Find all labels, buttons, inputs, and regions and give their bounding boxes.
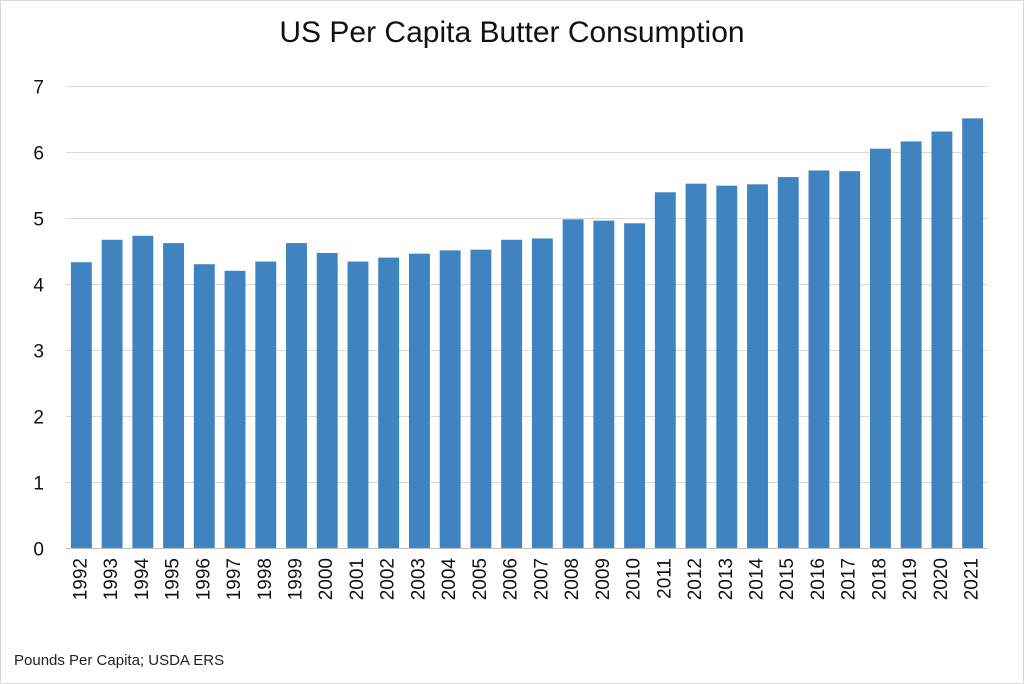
bar-1994 xyxy=(132,235,154,548)
x-tick-label: 2013 xyxy=(716,558,737,600)
x-tick-label: 2004 xyxy=(439,558,460,601)
bar-1997 xyxy=(224,270,246,548)
x-axis-ticks: 1992 1993 1994 1995 1996 1997 1998 1999 2000 2001… xyxy=(70,558,982,601)
bar-2018 xyxy=(869,148,891,548)
x-tick-label: 2011 xyxy=(654,558,675,599)
bar-2019 xyxy=(900,141,922,548)
x-tick-label: 2007 xyxy=(531,558,552,600)
x-tick-label: 1995 xyxy=(163,558,184,600)
x-tick-label: 2003 xyxy=(408,558,429,600)
x-tick-label: 2008 xyxy=(562,558,583,600)
bar-2005 xyxy=(470,249,492,548)
bar-2003 xyxy=(408,253,430,548)
x-tick-label: 2019 xyxy=(900,558,921,600)
x-tick-label: 1996 xyxy=(193,558,214,600)
x-tick-label: 2016 xyxy=(808,558,829,600)
chart-title: US Per Capita Butter Consumption xyxy=(279,16,745,49)
y-tick-label: 3 xyxy=(33,342,44,363)
bar-2002 xyxy=(378,257,400,548)
source-footnote: Pounds Per Capita; USDA ERS xyxy=(14,652,225,669)
x-tick-label: 2002 xyxy=(378,558,399,600)
y-tick-label: 1 xyxy=(33,474,44,495)
y-tick-label: 2 xyxy=(33,408,44,429)
bar-2008 xyxy=(562,219,584,548)
x-tick-label: 2020 xyxy=(931,558,952,600)
x-tick-label: 1999 xyxy=(286,558,307,600)
bar-2015 xyxy=(777,177,799,548)
bar-2006 xyxy=(501,239,523,548)
y-tick-label: 5 xyxy=(33,210,44,231)
bar-2012 xyxy=(685,183,707,548)
bar-2020 xyxy=(931,131,953,549)
bar-2000 xyxy=(316,252,338,549)
x-tick-label: 1994 xyxy=(132,558,153,601)
bar-2011 xyxy=(654,192,676,548)
bar-1992 xyxy=(70,262,92,548)
x-tick-label: 1998 xyxy=(255,558,276,600)
y-tick-label: 0 xyxy=(33,540,44,561)
bar-1993 xyxy=(101,239,123,548)
x-tick-label: 2014 xyxy=(747,558,768,601)
bar-2016 xyxy=(808,170,830,549)
bar-1996 xyxy=(193,264,215,548)
bar-2021 xyxy=(962,118,984,548)
x-tick-label: 2021 xyxy=(962,558,983,600)
bar-2010 xyxy=(624,223,646,548)
x-tick-label: 2017 xyxy=(839,558,860,600)
bar-2017 xyxy=(839,171,861,548)
x-tick-label: 2010 xyxy=(624,558,645,600)
y-tick-label: 7 xyxy=(33,78,44,99)
bar-2004 xyxy=(439,250,461,548)
x-tick-label: 2006 xyxy=(501,558,522,600)
y-tick-label: 6 xyxy=(33,144,44,165)
y-axis-ticks: 0 1 2 3 4 5 6 7 xyxy=(33,78,44,561)
x-tick-label: 2001 xyxy=(347,558,368,600)
x-tick-label: 2009 xyxy=(593,558,614,600)
x-tick-label: 2012 xyxy=(685,558,706,600)
gridlines xyxy=(66,86,988,549)
x-tick-label: 2005 xyxy=(470,558,491,600)
bars xyxy=(70,118,984,549)
x-tick-label: 2000 xyxy=(316,558,337,600)
bar-1999 xyxy=(286,243,307,548)
bar-2013 xyxy=(716,185,738,548)
bar-2014 xyxy=(747,184,768,548)
x-tick-label: 1993 xyxy=(101,558,122,600)
bar-1998 xyxy=(255,261,277,548)
x-tick-label: 1997 xyxy=(224,558,245,600)
bar-2009 xyxy=(593,220,615,548)
x-tick-label: 2018 xyxy=(869,558,890,600)
x-tick-label: 2015 xyxy=(777,558,798,600)
bar-1995 xyxy=(163,243,185,548)
y-tick-label: 4 xyxy=(33,276,44,297)
x-tick-label: 1992 xyxy=(70,558,91,600)
bar-2007 xyxy=(531,238,553,548)
bar-2001 xyxy=(347,261,369,548)
